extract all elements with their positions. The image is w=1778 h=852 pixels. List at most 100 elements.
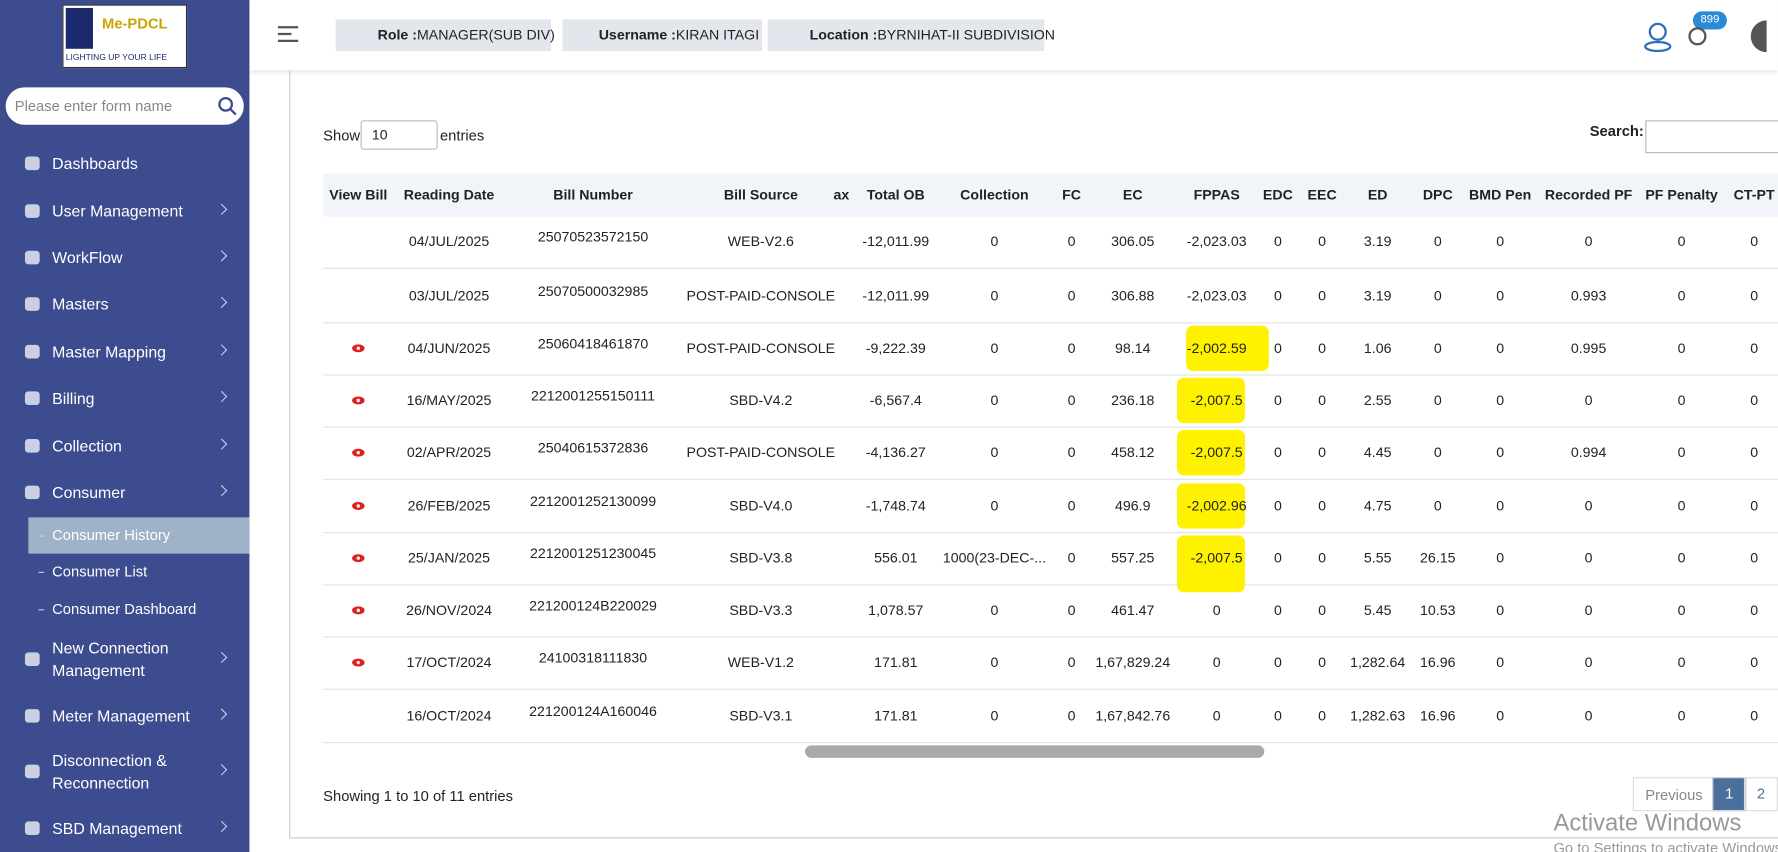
menu-item[interactable]: User Management <box>52 201 183 221</box>
highlight <box>1176 535 1246 593</box>
header-icons <box>1644 20 1767 53</box>
view-bill-icon[interactable] <box>352 396 366 405</box>
cell: -2,023.03 <box>1186 233 1247 250</box>
cell: 458.12 <box>1111 444 1155 461</box>
cell: 0 <box>1496 602 1505 619</box>
cell: -2,002.59 <box>1186 340 1247 357</box>
cell: 0 <box>1584 498 1593 514</box>
view-bill-icon[interactable] <box>352 448 366 457</box>
search-input[interactable] <box>1645 120 1778 154</box>
cell: 0 <box>1067 392 1076 409</box>
cell: 461.47 <box>1111 602 1155 619</box>
column-header[interactable]: CT-PT <box>1733 187 1775 204</box>
user-chip: Username :KIRAN ITAGI <box>562 19 762 52</box>
menu-icon <box>24 652 40 666</box>
cell: 0 <box>1067 654 1076 671</box>
menu-item[interactable]: New Connection Management <box>52 638 169 680</box>
column-header[interactable]: EDC <box>1262 187 1293 204</box>
menu-item[interactable]: Disconnection & Reconnection <box>52 751 167 792</box>
cell: 04/JUL/2025 <box>408 233 490 250</box>
submenu-item[interactable]: Consumer History <box>52 526 171 544</box>
submenu-item[interactable]: Consumer Dashboard <box>52 600 197 618</box>
cell: 557.25 <box>1111 550 1155 567</box>
cell: 98.14 <box>1115 340 1151 357</box>
cell: 02/APR/2025 <box>406 444 492 461</box>
highlight <box>1186 325 1269 371</box>
cell: 0 <box>1318 340 1327 357</box>
page-button[interactable]: 2 <box>1743 777 1778 812</box>
cell: 0 <box>1273 233 1282 250</box>
column-header[interactable]: ED <box>1367 187 1388 204</box>
cell: 0 <box>1067 444 1076 461</box>
cell: 0 <box>1433 233 1442 250</box>
cell: 4.75 <box>1363 498 1392 514</box>
cell: 2212001252130099 <box>529 493 657 510</box>
column-header[interactable]: Total OB <box>866 187 925 204</box>
cell: 0 <box>1584 550 1593 567</box>
cell: WEB-V1.2 <box>727 654 794 671</box>
menu-item[interactable]: Billing <box>52 389 95 408</box>
cell: 0.995 <box>1570 340 1607 357</box>
page-button[interactable]: 1 <box>1712 777 1747 812</box>
scrollbar[interactable] <box>805 745 1265 758</box>
column-header[interactable]: View Bill <box>329 187 388 204</box>
cell: 0 <box>1750 707 1759 724</box>
view-bill-icon[interactable] <box>352 606 366 615</box>
menu-item[interactable]: Meter Management <box>52 706 190 725</box>
form-search[interactable]: Please enter form name <box>5 87 244 125</box>
column-header[interactable]: EC <box>1122 187 1143 204</box>
submenu-item[interactable]: Consumer List <box>52 562 148 580</box>
menu-item[interactable]: Master Mapping <box>52 342 166 361</box>
cell: 0 <box>1496 340 1505 357</box>
search-icon <box>218 96 237 116</box>
cell: 0 <box>990 602 999 619</box>
cell: 0 <box>1273 498 1282 514</box>
menu-item[interactable]: Consumer <box>52 483 126 502</box>
value: 10 <box>371 127 388 143</box>
logo-brand: Me-PDCL <box>102 14 168 32</box>
view-bill-icon[interactable] <box>352 554 366 563</box>
cell: 0 <box>1433 340 1442 357</box>
cell: 26/FEB/2025 <box>407 498 491 514</box>
cell: 0 <box>1496 498 1505 514</box>
cell: 5.45 <box>1363 602 1392 619</box>
column-header[interactable]: Recorded PF <box>1544 187 1633 204</box>
cell: 0 <box>1677 602 1686 619</box>
column-header[interactable]: EEC <box>1307 187 1337 204</box>
cell: 3.19 <box>1363 288 1392 305</box>
column-header[interactable]: FC <box>1062 187 1081 204</box>
menu-icon <box>24 204 40 218</box>
watermark-subtitle: Go to Settings to activate Windows. <box>1553 839 1778 852</box>
column-header[interactable]: PF Penalty <box>1645 187 1718 204</box>
cell: -4,136.27 <box>865 444 926 461</box>
column-header[interactable]: Bill Number <box>553 187 633 204</box>
view-bill-icon[interactable] <box>352 344 366 353</box>
cell: 03/JUL/2025 <box>408 288 490 305</box>
menu-item[interactable]: Collection <box>52 436 122 455</box>
cell: 556.01 <box>874 550 918 567</box>
value: BYRNIHAT-II SUBDIVISION <box>877 27 1056 44</box>
menu-item[interactable]: WorkFlow <box>52 248 123 267</box>
column-header[interactable]: FPPAS <box>1193 187 1240 204</box>
cell: 0 <box>1067 233 1076 250</box>
view-bill-icon[interactable] <box>352 658 366 667</box>
menu-item[interactable]: Masters <box>52 294 109 314</box>
menu-item[interactable]: Dashboards <box>52 154 138 173</box>
show-label: Show <box>323 127 361 145</box>
cell: 0 <box>1584 602 1593 619</box>
column-header[interactable]: Bill Source <box>723 187 798 204</box>
page-size[interactable]: 10 <box>360 120 438 150</box>
prev-button[interactable]: Previous <box>1632 777 1715 812</box>
cell: SBD-V3.3 <box>729 602 793 619</box>
column-header[interactable]: ax <box>833 187 850 204</box>
view-bill-icon[interactable] <box>352 501 366 510</box>
menu-toggle[interactable] <box>277 25 301 43</box>
column-header[interactable]: Collection <box>960 187 1029 204</box>
label: Username : <box>598 27 676 44</box>
cell: 25/JAN/2025 <box>408 550 491 567</box>
column-header[interactable]: Reading Date <box>403 187 495 204</box>
column-header[interactable]: BMD Pen <box>1469 187 1532 204</box>
menu-item[interactable]: SBD Management <box>52 819 182 838</box>
cell: -2,007.5 <box>1190 550 1243 567</box>
column-header[interactable]: DPC <box>1422 187 1453 204</box>
